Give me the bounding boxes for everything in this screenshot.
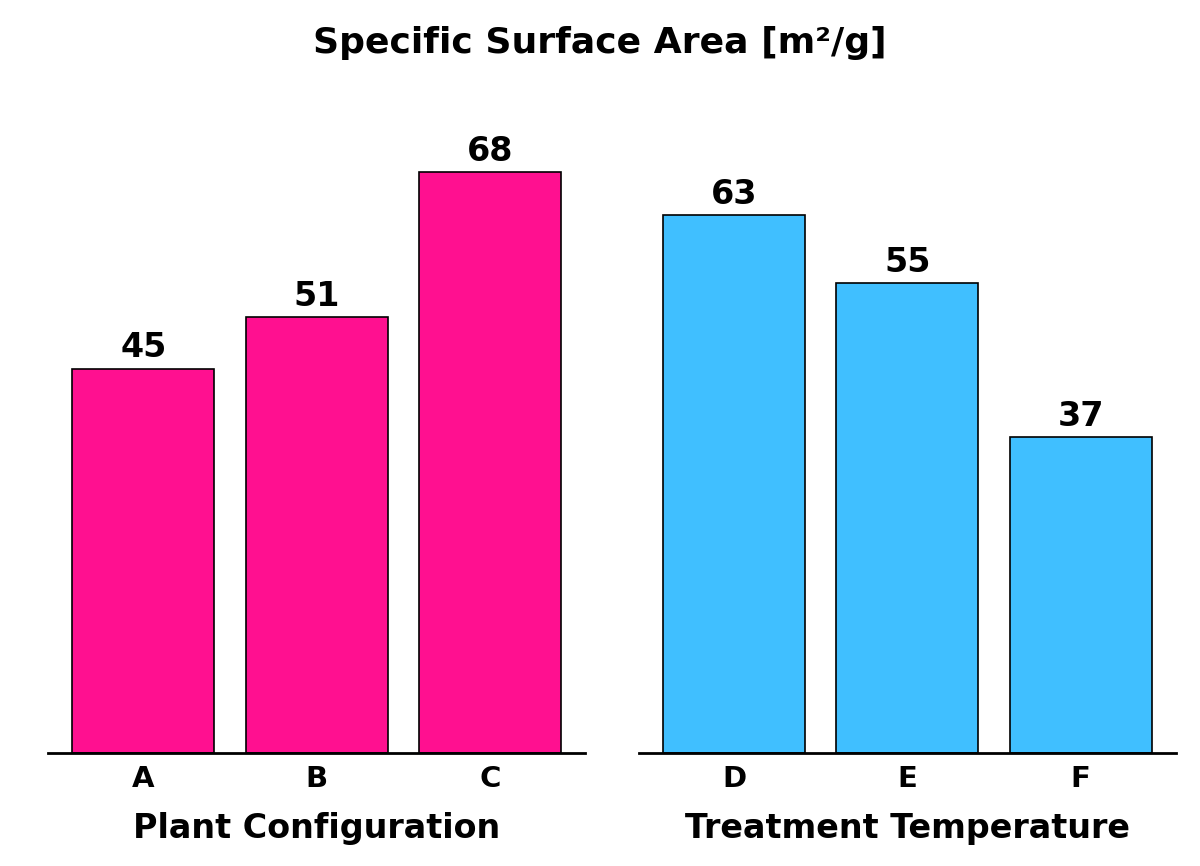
Text: 55: 55 — [884, 246, 931, 279]
Text: 68: 68 — [467, 135, 514, 168]
X-axis label: Plant Configuration: Plant Configuration — [133, 812, 500, 845]
Bar — [836, 283, 978, 753]
Text: 45: 45 — [120, 332, 167, 365]
Bar — [72, 369, 215, 753]
Text: 63: 63 — [710, 178, 757, 210]
Bar — [419, 172, 560, 753]
Bar — [1009, 437, 1152, 753]
Bar — [664, 215, 805, 753]
X-axis label: Treatment Temperature: Treatment Temperature — [685, 812, 1130, 845]
Text: 37: 37 — [1057, 400, 1104, 433]
Bar — [246, 318, 388, 753]
Text: Specific Surface Area [m²/g]: Specific Surface Area [m²/g] — [313, 26, 887, 60]
Text: 51: 51 — [293, 280, 340, 313]
